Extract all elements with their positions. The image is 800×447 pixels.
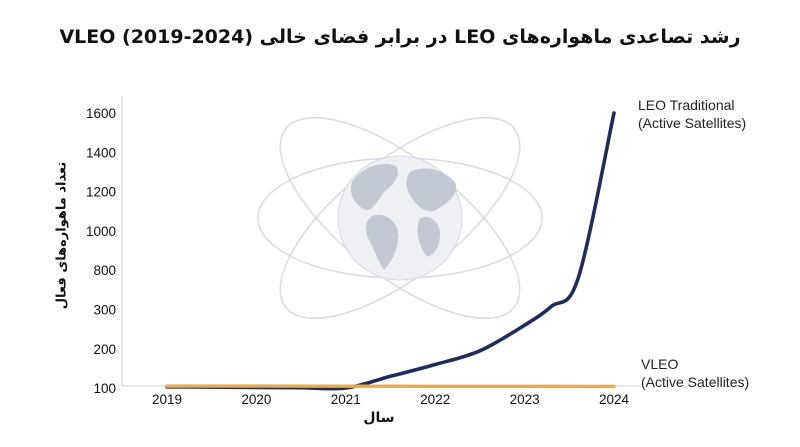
legend-leo: LEO Traditional (Active Satellites)	[638, 96, 746, 132]
y-tick-label: 800	[93, 263, 116, 278]
x-axis-ticks: 2019 2020 2021 2022 2023 2024	[152, 392, 630, 407]
legend-leo-line2: (Active Satellites)	[638, 115, 747, 131]
continent-shape	[350, 163, 398, 211]
x-tick-label: 2021	[331, 392, 361, 407]
y-tick-label: 100	[93, 381, 116, 396]
chart-title-text: رشد تصاعدی ماهواره‌های LEO در برابر فضای…	[59, 26, 741, 48]
series-lines	[165, 111, 616, 391]
legend-vleo-line2: (Active Satellites)	[641, 374, 750, 390]
continent-shape	[406, 168, 457, 212]
y-tick-label: 1600	[86, 106, 116, 121]
x-tick-label: 2023	[510, 392, 540, 407]
y-tick-label: 1400	[86, 145, 116, 160]
x-tick-label: 2022	[420, 392, 450, 407]
y-tick-label: 1200	[86, 185, 116, 200]
y-axis-ticks: 100 200 300 800 1000 1200 1400 1600	[86, 106, 116, 396]
x-tick-label: 2020	[241, 392, 271, 407]
x-tick-label: 2019	[152, 392, 182, 407]
y-tick-label: 300	[93, 303, 116, 318]
continent-shape	[365, 214, 399, 270]
y-tick-label: 200	[93, 342, 116, 357]
x-tick-label: 2024	[599, 392, 630, 407]
legend-vleo-line1: VLEO	[641, 356, 679, 372]
x-axis-label: سال	[363, 410, 395, 426]
y-axis-label: تعداد ماهواره‌های فعال	[54, 161, 70, 310]
globe-with-orbits-icon	[257, 116, 543, 320]
continent-shape	[417, 216, 440, 257]
chart-title: رشد تصاعدی ماهواره‌های LEO در برابر فضای…	[0, 26, 800, 48]
legend-vleo: VLEO (Active Satellites)	[641, 355, 749, 391]
legend-leo-line1: LEO Traditional	[638, 97, 735, 113]
y-tick-label: 1000	[86, 224, 116, 239]
